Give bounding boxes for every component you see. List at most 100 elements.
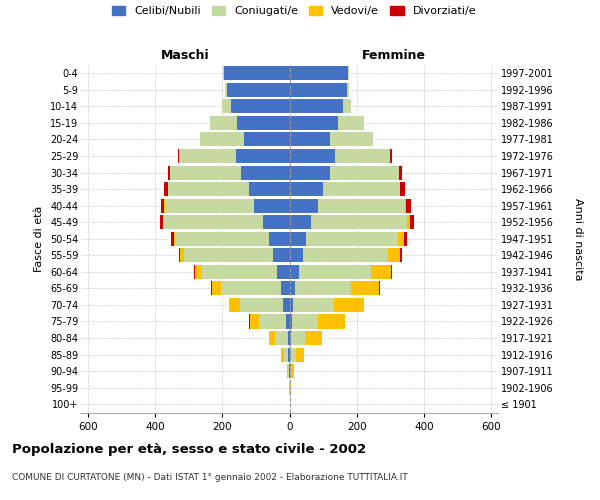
Bar [338,116,364,130]
Bar [281,282,290,296]
Text: Maschi: Maschi [161,48,209,62]
Bar [277,265,290,279]
Bar [194,265,195,279]
Bar [169,182,249,196]
Bar [283,298,290,312]
Bar [371,265,391,279]
Bar [347,83,349,97]
Bar [406,198,410,212]
Bar [290,232,307,246]
Bar [179,149,236,163]
Bar [290,314,292,328]
Bar [400,248,402,262]
Bar [222,100,230,114]
Bar [163,215,263,229]
Bar [178,149,179,163]
Bar [290,198,318,212]
Bar [287,364,288,378]
Bar [391,149,392,163]
Bar [259,314,286,328]
Bar [290,348,296,362]
Bar [227,83,290,97]
Bar [224,83,227,97]
Text: Popolazione per età, sesso e stato civile - 2002: Popolazione per età, sesso e stato civil… [12,442,366,456]
Bar [295,282,351,296]
Bar [330,166,399,179]
Bar [172,232,174,246]
Bar [318,314,345,328]
Bar [240,298,283,312]
Bar [351,282,379,296]
Bar [288,364,289,378]
Bar [241,166,290,179]
Y-axis label: Anni di nascita: Anni di nascita [573,198,583,280]
Bar [250,314,259,328]
Bar [405,198,406,212]
Bar [211,282,212,296]
Bar [343,100,352,114]
Bar [303,248,388,262]
Bar [289,348,290,362]
Bar [305,331,322,345]
Bar [229,298,240,312]
Bar [175,232,269,246]
Bar [290,282,295,296]
Bar [164,182,168,196]
Bar [286,314,290,328]
Bar [160,215,163,229]
Bar [290,100,343,114]
Bar [290,83,347,97]
Bar [184,248,272,262]
Bar [290,66,349,80]
Bar [223,66,224,80]
Bar [391,265,392,279]
Bar [230,100,290,114]
Bar [290,215,311,229]
Bar [164,198,165,212]
Bar [379,282,380,296]
Bar [224,66,290,80]
Bar [244,132,290,146]
Bar [200,132,244,146]
Bar [165,198,254,212]
Bar [221,282,281,296]
Bar [161,198,164,212]
Bar [334,298,364,312]
Bar [236,149,290,163]
Bar [407,215,410,229]
Bar [318,198,405,212]
Bar [290,265,299,279]
Text: Femmine: Femmine [362,48,426,62]
Bar [398,232,404,246]
Bar [272,248,290,262]
Bar [335,149,391,163]
Bar [281,348,284,362]
Bar [400,182,405,196]
Bar [195,265,201,279]
Bar [290,298,293,312]
Bar [290,182,323,196]
Bar [263,215,290,229]
Bar [174,232,175,246]
Bar [290,331,305,345]
Bar [388,248,400,262]
Bar [311,215,407,229]
Bar [212,282,221,296]
Bar [399,166,402,179]
Bar [168,166,170,179]
Bar [323,182,400,196]
Bar [296,348,304,362]
Bar [249,182,290,196]
Bar [238,116,290,130]
Legend: Celibi/Nubili, Coniugati/e, Vedovi/e, Divorziati/e: Celibi/Nubili, Coniugati/e, Vedovi/e, Di… [112,6,476,16]
Bar [179,248,180,262]
Bar [269,331,275,345]
Bar [201,265,277,279]
Bar [292,314,318,328]
Bar [290,149,335,163]
Bar [290,166,330,179]
Bar [410,215,413,229]
Bar [330,132,373,146]
Bar [211,116,238,130]
Bar [293,298,334,312]
